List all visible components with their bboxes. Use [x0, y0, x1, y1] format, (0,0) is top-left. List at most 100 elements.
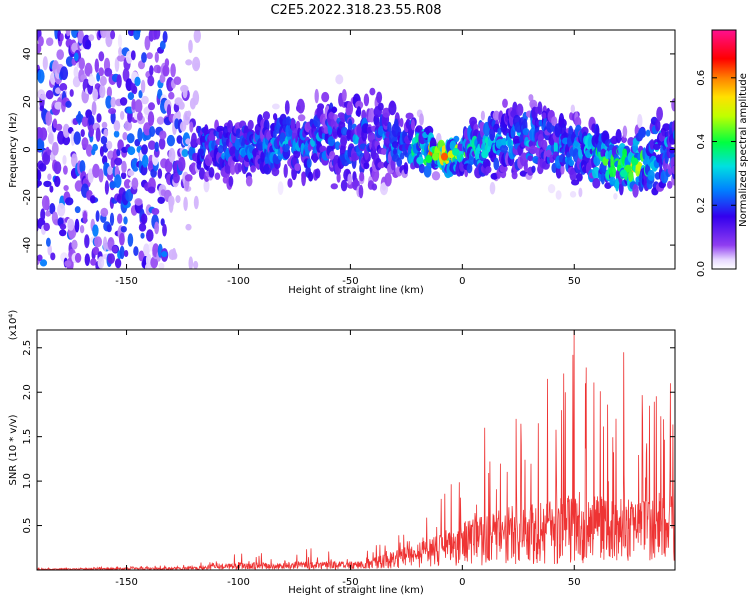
spectrogram-cell [147, 111, 155, 127]
spectrogram-cell [191, 132, 197, 147]
spectrogram-cell [105, 95, 113, 109]
spectrogram-cell [114, 157, 123, 166]
spectrogram-cell [69, 89, 74, 97]
spectrogram-cell [71, 239, 78, 250]
spectrogram-cell [230, 163, 236, 175]
spectrogram-cell [104, 67, 113, 77]
spectrogram-cell [592, 178, 601, 189]
spectrogram-cell [47, 244, 52, 256]
spectrogram-cell [119, 232, 125, 246]
spectrogram-cell [127, 233, 134, 247]
spectrogram-cell [512, 135, 521, 145]
spectrogram-cell [415, 125, 423, 133]
spectrogram-cell [287, 178, 293, 188]
spectrogram-cell [227, 120, 233, 133]
spectrogram-peak-cell [431, 152, 439, 161]
spectrogram-cell [125, 50, 133, 64]
spectrogram-cell [516, 103, 524, 116]
spectrogram-cell [183, 196, 188, 211]
colorbar-tick-label: 0.4 [696, 134, 707, 150]
spectrogram-cell [180, 84, 189, 93]
spectrogram-cell [89, 195, 96, 204]
spectrogram-cell [301, 171, 306, 187]
spectrogram-cell [149, 126, 156, 137]
spectrogram-panel: -150 -100 -50 0 50 -40 -20 0 20 40 Height of str… [8, 29, 676, 296]
spectrogram-cell [98, 67, 104, 77]
spectrogram-cell [133, 246, 139, 257]
spectrogram-cell [572, 148, 580, 163]
spectrogram-x-tick-label: -100 [227, 276, 250, 287]
snr-x-tick-label: -50 [342, 577, 358, 588]
spectrogram-cell [122, 67, 130, 82]
spectrogram-cell [172, 247, 177, 260]
spectrogram-cell [55, 87, 62, 94]
spectrogram-cell [132, 85, 138, 95]
spectrogram-cell [37, 69, 45, 84]
spectrogram-cell [541, 112, 547, 119]
snr-y-tick-label: 2.0 [22, 384, 33, 400]
spectrogram-cell [92, 143, 98, 152]
colorbar: 0.0 0.2 0.4 0.6 Normalized spectral amplitu… [696, 29, 749, 277]
spectrogram-cell [131, 177, 139, 190]
spectrogram-cell [247, 119, 254, 130]
spectrogram-cell [120, 110, 125, 120]
spectrogram-cell [377, 161, 386, 169]
spectrogram-cell [159, 130, 167, 140]
spectrogram-cell [108, 108, 117, 115]
snr-y-tick-label: 1.5 [22, 429, 33, 445]
spectrogram-cell [37, 169, 42, 181]
colorbar-tick-label: 0.0 [696, 261, 707, 277]
spectrogram-cell [119, 97, 128, 106]
spectrogram-cell [308, 171, 314, 182]
spectrogram-cell [615, 129, 622, 144]
spectrogram-cell [168, 147, 176, 163]
spectrogram-cell [147, 75, 155, 87]
spectrogram-cell [112, 245, 118, 253]
spectrogram-cell [118, 47, 123, 57]
spectrogram-cell [502, 98, 508, 109]
spectrogram-cell [250, 165, 256, 173]
spectrogram-cell [140, 232, 145, 239]
spectrogram-cell [198, 148, 204, 156]
spectrogram-cell [554, 123, 562, 138]
spectrogram-cell [49, 185, 54, 193]
spectrogram-cell [295, 120, 301, 130]
spectrogram-cell [655, 119, 661, 132]
snr-y-multiplier: (x10⁴) [8, 310, 19, 341]
spectrogram-cell [328, 111, 335, 120]
spectrogram-cell [51, 141, 59, 156]
spectrogram-cell [54, 101, 63, 110]
colorbar-gradient [712, 30, 736, 269]
spectrogram-cell [85, 39, 92, 50]
spectrogram-cell [347, 118, 353, 133]
spectrogram-cell [84, 253, 91, 266]
spectrogram-cell [92, 86, 99, 102]
spectrogram-cell [331, 106, 338, 113]
snr-y-label: SNR (10 * v/v) [8, 414, 19, 485]
spectrogram-cell [245, 175, 253, 187]
spectrogram-cell [568, 159, 575, 167]
spectrogram-cell [158, 262, 165, 269]
spectrogram-cell [178, 101, 185, 110]
spectrogram-cell [541, 139, 548, 151]
spectrogram-cell [340, 179, 348, 192]
spectrogram-cell [105, 30, 111, 39]
snr-x-tick-label: -100 [227, 577, 250, 588]
spectrogram-cell [134, 76, 141, 87]
spectrogram-cell [39, 259, 48, 267]
spectrogram-cell [117, 34, 123, 49]
spectrogram-cell [393, 148, 397, 156]
spectrogram-cell [522, 128, 530, 136]
spectrogram-cell [141, 144, 148, 155]
spectrogram-cell [662, 123, 671, 132]
spectrogram-cell [431, 171, 441, 181]
spectrogram-cell [336, 172, 341, 183]
spectrogram-cell [285, 116, 292, 127]
spectrogram-cell [79, 225, 85, 234]
spectrogram-cell [94, 236, 102, 248]
spectrogram-cell [382, 107, 391, 118]
spectrogram-cell [638, 127, 647, 139]
spectrogram-cell [106, 224, 112, 233]
spectrogram-cell [38, 36, 44, 47]
spectrogram-cell [272, 103, 280, 110]
